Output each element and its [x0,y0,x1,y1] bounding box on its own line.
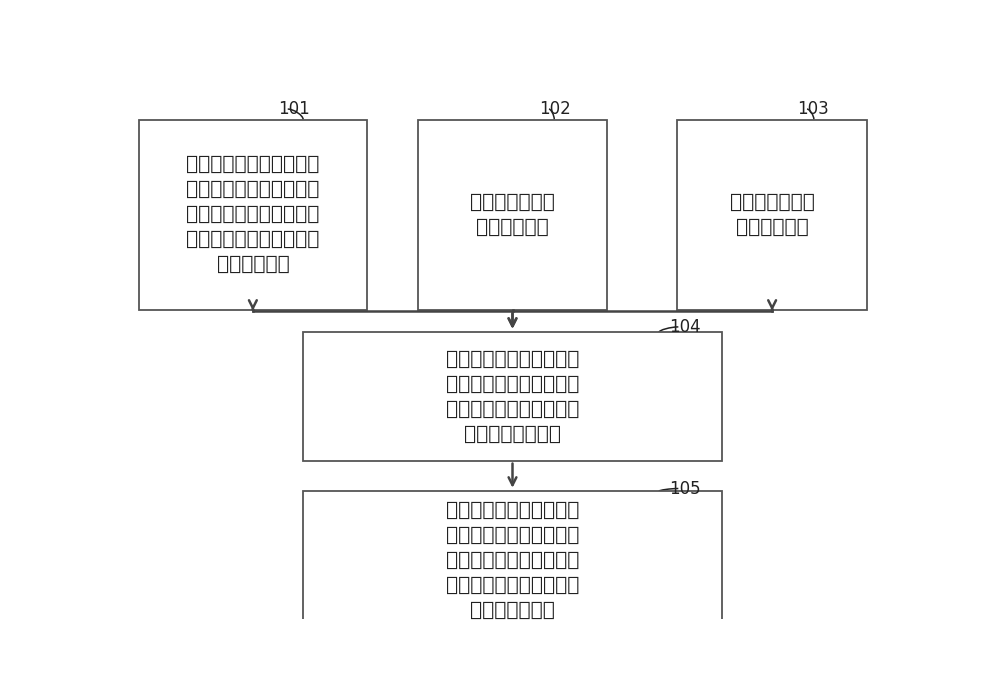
Bar [139,120,367,309]
Text: 102: 102 [539,100,571,118]
Bar [418,120,607,309]
Text: 计算所述离合器
模型的滑摩率: 计算所述离合器 模型的滑摩率 [730,193,815,236]
Text: 101: 101 [278,100,310,118]
Text: 根据所述生热补偿因数、
所述实际扭矩值和所述滑
摩率，计算所述离合器模
型的最终生热功率: 根据所述生热补偿因数、 所述实际扭矩值和所述滑 摩率，计算所述离合器模 型的最终… [446,350,579,443]
Text: 分别采集离合器模型的当
前温度值和冷却流量值，
并根据所述当前温度值和
所述冷却流量值查表得到
生热补偿因数: 分别采集离合器模型的当 前温度值和冷却流量值， 并根据所述当前温度值和 所述冷却… [186,155,320,274]
Text: 104: 104 [669,318,700,336]
Bar [677,120,867,309]
Text: 根据所述最终生热功率计
算所述离合器模型的仿真
温度值，并根据所述仿真
温度值控制所述离合器模
型执行降温操作: 根据所述最终生热功率计 算所述离合器模型的仿真 温度值，并根据所述仿真 温度值控… [446,501,579,620]
Text: 获取离合器模型
的实际扭矩值: 获取离合器模型 的实际扭矩值 [470,193,555,236]
Text: 105: 105 [669,480,700,498]
Bar [303,332,722,461]
Text: 103: 103 [797,100,829,118]
Bar [303,491,722,630]
